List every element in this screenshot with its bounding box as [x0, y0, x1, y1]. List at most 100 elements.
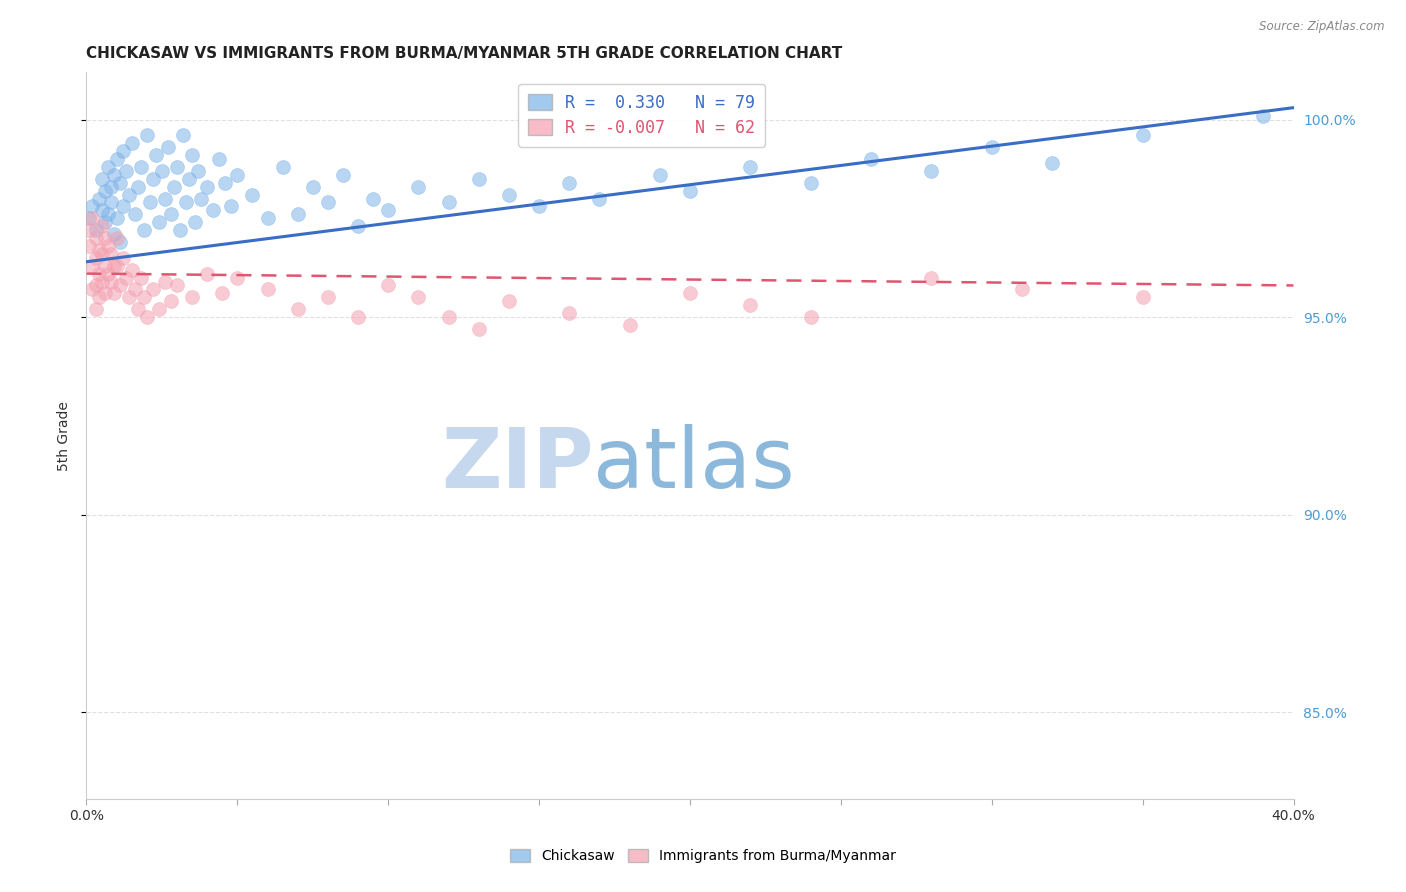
Point — [361, 192, 384, 206]
Point — [103, 259, 125, 273]
Point — [648, 168, 671, 182]
Point — [100, 179, 122, 194]
Point — [980, 140, 1002, 154]
Point — [84, 302, 107, 317]
Point — [347, 219, 370, 234]
Point — [316, 290, 339, 304]
Point — [82, 259, 104, 273]
Point — [256, 282, 278, 296]
Point — [558, 176, 581, 190]
Point — [347, 310, 370, 324]
Point — [129, 270, 152, 285]
Point — [148, 302, 170, 317]
Point — [163, 179, 186, 194]
Y-axis label: 5th Grade: 5th Grade — [58, 401, 72, 470]
Point — [498, 294, 520, 309]
Point — [202, 203, 225, 218]
Point — [221, 199, 243, 213]
Point — [135, 310, 157, 324]
Point — [166, 160, 188, 174]
Text: ZIP: ZIP — [441, 425, 593, 505]
Point — [103, 227, 125, 241]
Point — [437, 195, 460, 210]
Point — [139, 195, 162, 210]
Legend: R =  0.330   N = 79, R = -0.007   N = 62: R = 0.330 N = 79, R = -0.007 N = 62 — [519, 84, 765, 147]
Point — [468, 171, 491, 186]
Point — [160, 294, 183, 309]
Point — [103, 286, 125, 301]
Point — [108, 176, 131, 190]
Point — [211, 286, 233, 301]
Point — [111, 251, 134, 265]
Point — [121, 262, 143, 277]
Point — [287, 207, 309, 221]
Point — [79, 223, 101, 237]
Point — [187, 164, 209, 178]
Point — [84, 251, 107, 265]
Point — [679, 286, 702, 301]
Point — [498, 187, 520, 202]
Point — [82, 211, 104, 226]
Point — [214, 176, 236, 190]
Point — [242, 187, 264, 202]
Point — [256, 211, 278, 226]
Point — [150, 164, 173, 178]
Point — [118, 187, 141, 202]
Point — [87, 267, 110, 281]
Point — [93, 184, 115, 198]
Point — [740, 298, 762, 312]
Point — [153, 275, 176, 289]
Point — [90, 203, 112, 218]
Point — [619, 318, 641, 332]
Point — [271, 160, 294, 174]
Point — [860, 152, 883, 166]
Point — [172, 128, 194, 143]
Point — [105, 231, 128, 245]
Point — [97, 239, 120, 253]
Legend: Chickasaw, Immigrants from Burma/Myanmar: Chickasaw, Immigrants from Burma/Myanmar — [505, 844, 901, 869]
Point — [111, 199, 134, 213]
Point — [1132, 128, 1154, 143]
Point — [97, 207, 120, 221]
Point — [169, 223, 191, 237]
Point — [181, 290, 204, 304]
Point — [1011, 282, 1033, 296]
Text: atlas: atlas — [593, 425, 796, 505]
Point — [160, 207, 183, 221]
Point — [82, 282, 104, 296]
Point — [90, 171, 112, 186]
Point — [90, 247, 112, 261]
Point — [195, 179, 218, 194]
Point — [1253, 109, 1275, 123]
Point — [90, 219, 112, 234]
Point — [84, 223, 107, 237]
Point — [301, 179, 323, 194]
Point — [1040, 156, 1063, 170]
Point — [87, 290, 110, 304]
Point — [118, 290, 141, 304]
Point — [90, 275, 112, 289]
Point — [142, 171, 165, 186]
Point — [316, 195, 339, 210]
Point — [127, 302, 149, 317]
Point — [679, 184, 702, 198]
Point — [111, 144, 134, 158]
Point — [740, 160, 762, 174]
Point — [108, 235, 131, 249]
Point — [108, 278, 131, 293]
Point — [527, 199, 550, 213]
Point — [377, 203, 399, 218]
Point — [93, 286, 115, 301]
Point — [103, 168, 125, 182]
Point — [93, 259, 115, 273]
Point — [127, 179, 149, 194]
Point — [558, 306, 581, 320]
Point — [181, 148, 204, 162]
Point — [408, 290, 430, 304]
Point — [153, 192, 176, 206]
Point — [105, 211, 128, 226]
Point — [97, 160, 120, 174]
Point — [208, 152, 231, 166]
Point — [82, 199, 104, 213]
Point — [93, 215, 115, 229]
